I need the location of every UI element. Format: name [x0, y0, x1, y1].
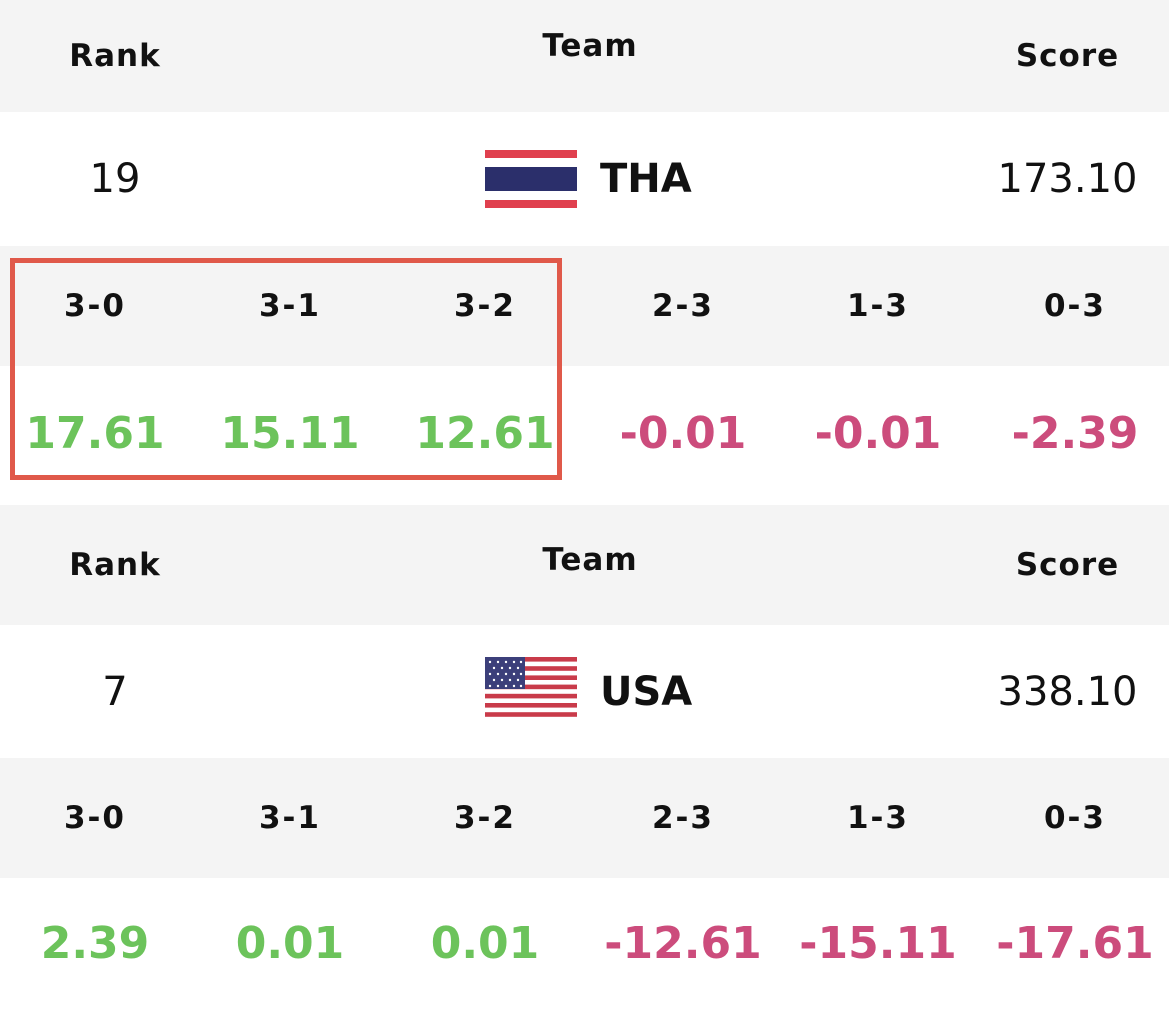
score-header: Score — [1015, 38, 1120, 74]
team-row[interactable]: 7 USA 338.10 — [0, 625, 1169, 758]
score-header: Score — [1015, 547, 1120, 583]
team-code: THA — [600, 156, 692, 202]
scenario-label: 3-2 — [453, 800, 516, 836]
team-rank: 7 — [102, 668, 128, 715]
scenario-value: -0.01 — [814, 407, 942, 459]
scenario-label: 3-1 — [258, 800, 321, 836]
scenario-label: 0-3 — [1043, 800, 1106, 836]
team-rank: 19 — [89, 156, 141, 202]
scenario-label: 3-2 — [453, 288, 516, 324]
team-row[interactable]: 19 THA 173.10 — [0, 112, 1169, 246]
scenario-label: 2-3 — [651, 800, 714, 836]
team-header: Team — [542, 28, 638, 64]
thailand-flag-icon — [483, 147, 579, 211]
scenario-label: 1-3 — [846, 800, 909, 836]
scenario-value: 12.61 — [415, 407, 555, 459]
scenario-value: -12.61 — [604, 917, 762, 969]
scenario-value-row: 2.39 0.01 0.01 -12.61 -15.11 -17.61 — [0, 878, 1169, 1008]
scenario-value: 2.39 — [40, 917, 150, 969]
scenario-value: -0.01 — [619, 407, 747, 459]
scenario-value: -17.61 — [996, 917, 1154, 969]
scenario-value: -2.39 — [1011, 407, 1139, 459]
scenario-value: -15.11 — [799, 917, 957, 969]
team-score: 173.10 — [997, 156, 1138, 202]
scenario-label: 3-1 — [258, 288, 321, 324]
scenario-value: 17.61 — [25, 407, 165, 459]
rank-header: Rank — [69, 547, 161, 583]
scenario-label-row: 3-0 3-1 3-2 2-3 1-3 0-3 — [0, 246, 1169, 366]
rank-header: Rank — [69, 38, 161, 74]
scenario-label: 3-0 — [63, 288, 126, 324]
team-code: USA — [600, 668, 693, 715]
scenario-value: 0.01 — [235, 917, 345, 969]
scenario-value: 0.01 — [430, 917, 540, 969]
team-score: 338.10 — [997, 668, 1138, 715]
team-header: Team — [542, 542, 638, 578]
header-row: Rank Team Score — [0, 0, 1169, 112]
header-row: Rank Team Score — [0, 505, 1169, 625]
scenario-label: 1-3 — [846, 288, 909, 324]
scenario-label: 3-0 — [63, 800, 126, 836]
scenario-label: 0-3 — [1043, 288, 1106, 324]
usa-flag-icon — [483, 655, 579, 719]
highlight-box — [10, 258, 562, 480]
scenario-label-row: 3-0 3-1 3-2 2-3 1-3 0-3 — [0, 758, 1169, 878]
scenario-label: 2-3 — [651, 288, 714, 324]
scenario-value: 15.11 — [220, 407, 360, 459]
